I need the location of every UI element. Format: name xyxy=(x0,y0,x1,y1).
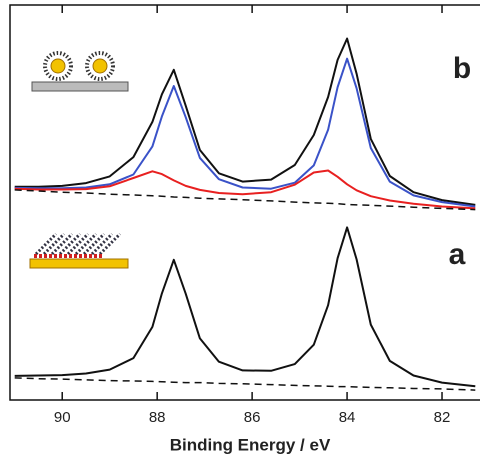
x-tick-label: 82 xyxy=(434,409,451,426)
x-tick-label: 90 xyxy=(54,409,71,426)
x-tick-label: 88 xyxy=(149,409,166,426)
inset-nanoparticles xyxy=(31,51,129,92)
background-line xyxy=(14,377,476,391)
plot-frame xyxy=(9,4,480,401)
annotation: a xyxy=(449,238,466,271)
x-tick-label: 86 xyxy=(244,409,261,426)
spectrum-line xyxy=(14,37,476,206)
x-axis-label: Binding Energy / eV xyxy=(170,435,331,454)
background-line xyxy=(14,189,476,211)
spectrum-line xyxy=(14,226,476,388)
x-tick-label: 84 xyxy=(339,409,356,426)
spectrum-line xyxy=(14,169,476,210)
inset-monolayer xyxy=(29,232,129,269)
spectrum-line xyxy=(14,57,476,208)
annotation: b xyxy=(453,52,471,85)
